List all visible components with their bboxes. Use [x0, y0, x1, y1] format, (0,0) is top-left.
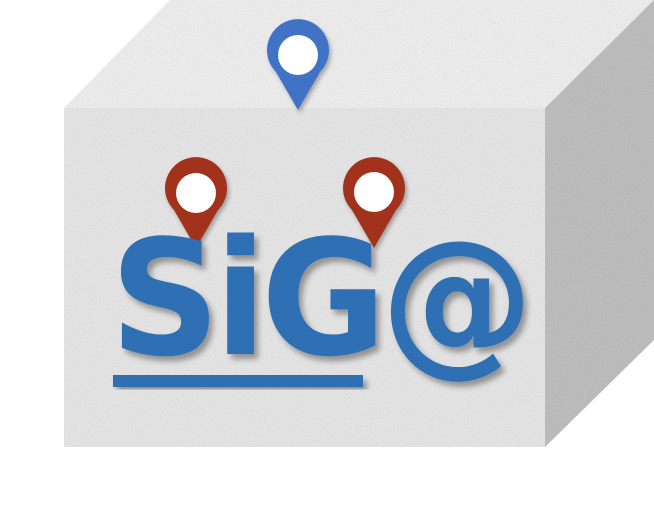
cube-front-face: [64, 108, 545, 447]
logo-text: SiG@: [110, 205, 528, 392]
logo-underline: [113, 375, 363, 387]
map-pin-icon-red: [164, 157, 227, 248]
cube-side-face: [545, 0, 654, 447]
cube-top-face: [64, 0, 654, 108]
map-pin-icon-blue: [267, 19, 330, 111]
cube: [64, 0, 654, 447]
map-pin-icon-red: [343, 157, 406, 248]
